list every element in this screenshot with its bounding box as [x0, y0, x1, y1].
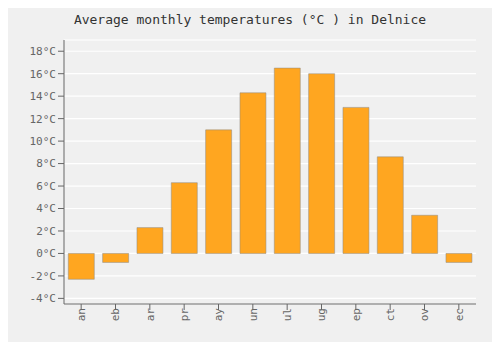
svg-text:-4°C: -4°C: [30, 292, 57, 305]
svg-text:ay: ay: [212, 308, 225, 322]
svg-text:4°C: 4°C: [36, 202, 56, 215]
svg-text:14°C: 14°C: [30, 90, 57, 103]
svg-text:18°C: 18°C: [30, 45, 57, 58]
svg-text:16°C: 16°C: [30, 68, 57, 81]
svg-text:-2°C: -2°C: [30, 270, 57, 283]
svg-text:ar: ar: [144, 308, 157, 322]
svg-text:12°C: 12°C: [30, 113, 57, 126]
svg-text:pr: pr: [178, 308, 191, 322]
svg-text:2°C: 2°C: [36, 225, 56, 238]
svg-text:ov: ov: [418, 308, 431, 322]
svg-text:0°C: 0°C: [36, 247, 56, 260]
html-text:Average monthly temperatures (: Average monthly temperatures (°C ) in De…: [73, 12, 427, 27]
svg-text:8°C: 8°C: [36, 157, 56, 170]
svg-text:un: un: [247, 308, 260, 321]
svg-text:ul: ul: [281, 308, 294, 321]
svg-text:an: an: [75, 308, 88, 321]
svg-text:ug: ug: [315, 308, 328, 321]
svg-text:10°C: 10°C: [30, 135, 57, 148]
svg-text:ct: ct: [384, 308, 397, 321]
svg-text:ec: ec: [453, 308, 466, 321]
svg-text:eb: eb: [109, 308, 122, 321]
svg-text:ep: ep: [350, 308, 363, 321]
svg-text:6°C: 6°C: [36, 180, 56, 193]
